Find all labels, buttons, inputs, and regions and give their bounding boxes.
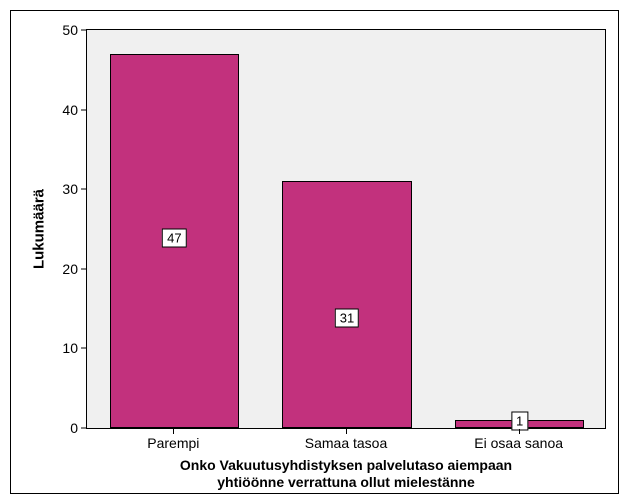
y-tick-mark <box>81 348 87 349</box>
x-tick-mark <box>173 429 174 434</box>
x-tick-label: Samaa tasoa <box>305 435 388 451</box>
x-tick-label: Ei osaa sanoa <box>474 435 563 451</box>
bar-value-label: 1 <box>511 412 528 431</box>
chart-outer-frame: 47 31 1 0 10 20 30 40 50 Parempi Samaa tasoa Ei o… <box>10 10 619 494</box>
y-tick-mark <box>81 30 87 31</box>
y-tick-label: 0 <box>48 420 78 436</box>
x-tick-mark <box>346 429 347 434</box>
y-tick-label: 30 <box>48 181 78 197</box>
y-tick-label: 50 <box>48 22 78 38</box>
y-tick-mark <box>81 189 87 190</box>
bar-value-label: 47 <box>162 228 186 247</box>
x-tick-mark <box>519 429 520 434</box>
y-tick-mark <box>81 428 87 429</box>
bar-value-label: 31 <box>335 308 359 327</box>
x-tick-label: Parempi <box>147 435 199 451</box>
plot-area: 47 31 1 <box>86 29 606 429</box>
y-tick-label: 40 <box>48 102 78 118</box>
y-tick-mark <box>81 268 87 269</box>
x-axis-label: Onko Vakuutusyhdistyksen palvelutaso aie… <box>86 457 606 491</box>
y-tick-label: 20 <box>48 261 78 277</box>
x-axis-label-line1: Onko Vakuutusyhdistyksen palvelutaso aie… <box>180 457 512 473</box>
y-tick-label: 10 <box>48 340 78 356</box>
y-tick-mark <box>81 109 87 110</box>
chart-container: 47 31 1 0 10 20 30 40 50 Parempi Samaa tasoa Ei o… <box>0 0 629 504</box>
y-axis-label: Lukumäärä <box>31 189 48 269</box>
x-axis-label-line2: yhtiöönne verrattuna ollut mielestänne <box>217 474 475 490</box>
bar <box>282 181 412 428</box>
